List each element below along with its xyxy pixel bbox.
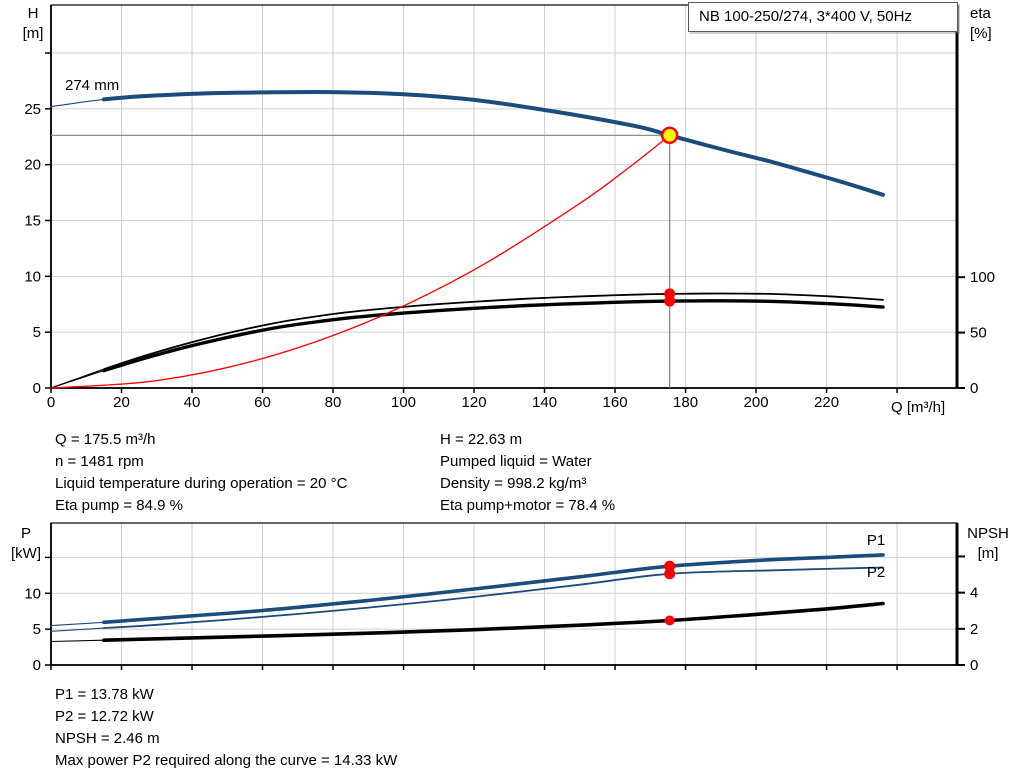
x-tick-label: 0 bbox=[47, 394, 55, 411]
operating-dot-marker bbox=[664, 295, 676, 307]
series-NPSH bbox=[102, 601, 885, 642]
npsh-axis-label-line1: NPSH bbox=[967, 525, 1009, 542]
series-P2 bbox=[103, 566, 884, 629]
x-tick-label: 100 bbox=[391, 394, 416, 411]
pump-title-box: NB 100-250/274, 3*400 V, 50Hz bbox=[688, 2, 958, 32]
eta-axis-label-line1: eta bbox=[970, 5, 991, 22]
series-P2-thin bbox=[50, 566, 884, 632]
left-tick-label: 10 bbox=[24, 268, 41, 285]
left-tick-label: 15 bbox=[24, 213, 41, 230]
operating-point-info-left: Q = 175.5 m³/h n = 1481 rpm Liquid tempe… bbox=[55, 429, 347, 517]
eta-axis-label: eta [%] bbox=[970, 4, 992, 44]
pump-title: NB 100-250/274, 3*400 V, 50Hz bbox=[699, 8, 912, 25]
info-line-density: Density = 998.2 kg/m³ bbox=[440, 475, 587, 492]
p-axis-label-line2: [kW] bbox=[11, 545, 41, 562]
series-eta-pump bbox=[103, 292, 884, 371]
operating-dot-marker bbox=[664, 568, 676, 580]
power-info-block: P1 = 13.78 kW P2 = 12.72 kW NPSH = 2.46 … bbox=[55, 684, 397, 772]
info-line-eta-pump-motor: Eta pump+motor = 78.4 % bbox=[440, 497, 616, 514]
duty-point-marker bbox=[660, 126, 679, 145]
x-tick-label: 200 bbox=[744, 394, 769, 411]
info-line-p2: P2 = 12.72 kW bbox=[55, 708, 154, 725]
right-tick-label: 0 bbox=[970, 380, 978, 397]
series-head-274mm bbox=[101, 89, 885, 197]
left-tick-label: 5 bbox=[33, 621, 41, 638]
x-tick-label: 160 bbox=[603, 394, 628, 411]
info-line-pumped-liquid: Pumped liquid = Water bbox=[440, 453, 592, 470]
p-axis-label: P [kW] bbox=[4, 524, 48, 564]
operating-dot-marker bbox=[664, 615, 675, 626]
x-tick-label: 80 bbox=[325, 394, 342, 411]
curve-label-P1: P1 bbox=[867, 532, 885, 549]
x-tick-label: 140 bbox=[532, 394, 557, 411]
info-line-h: H = 22.63 m bbox=[440, 431, 523, 448]
left-tick-label: 25 bbox=[24, 101, 41, 118]
left-tick-label: 20 bbox=[24, 157, 41, 174]
info-line-n: n = 1481 rpm bbox=[55, 453, 144, 470]
plot-border bbox=[50, 4, 958, 389]
h-axis-label-line1: H bbox=[27, 5, 39, 22]
curve-label-274-mm: 274 mm bbox=[65, 77, 119, 94]
info-line-liquid-temp: Liquid temperature during operation = 20… bbox=[55, 475, 348, 492]
info-line-npsh: NPSH = 2.46 m bbox=[55, 730, 160, 747]
npsh-axis-label: NPSH [m] bbox=[956, 524, 1020, 564]
right-tick-label: 50 bbox=[970, 325, 987, 342]
operating-point-info-right: H = 22.63 m Pumped liquid = Water Densit… bbox=[440, 429, 615, 517]
x-tick-label: 20 bbox=[113, 394, 130, 411]
right-tick-label: 100 bbox=[970, 269, 995, 286]
info-line-eta-pump: Eta pump = 84.9 % bbox=[55, 497, 183, 514]
h-axis-label-line2: [m] bbox=[22, 25, 44, 42]
right-tick-label: 0 bbox=[970, 657, 978, 674]
left-tick-label: 0 bbox=[33, 657, 41, 674]
series-eta-pump-motor bbox=[102, 299, 885, 373]
x-tick-label: 40 bbox=[184, 394, 201, 411]
p-axis-label-line1: P bbox=[20, 525, 31, 542]
eta-axis-label-line2: [%] bbox=[970, 25, 992, 42]
right-tick-label: 2 bbox=[970, 621, 978, 638]
info-line-max-power: Max power P2 required along the curve = … bbox=[55, 752, 398, 769]
x-tick-label: 60 bbox=[254, 394, 271, 411]
operating-dot-marker bbox=[664, 560, 676, 572]
x-tick-label: 120 bbox=[462, 394, 487, 411]
x-tick-label: 220 bbox=[814, 394, 839, 411]
npsh-axis-label-line2: [m] bbox=[977, 545, 999, 562]
right-tick-label: 4 bbox=[970, 585, 978, 602]
left-tick-label: 5 bbox=[33, 324, 41, 341]
left-tick-label: 10 bbox=[24, 585, 41, 602]
h-axis-label: H [m] bbox=[12, 4, 54, 44]
info-line-q: Q = 175.5 m³/h bbox=[55, 431, 156, 448]
series-head-274mm-thin bbox=[50, 91, 884, 196]
left-tick-label: 0 bbox=[33, 380, 41, 397]
q-axis-label: Q [m³/h] bbox=[891, 399, 946, 416]
info-line-p1: P1 = 13.78 kW bbox=[55, 686, 154, 703]
curve-label-P2: P2 bbox=[867, 564, 885, 581]
series-system-curve-thin bbox=[50, 134, 671, 389]
series-NPSH-thin bbox=[50, 602, 884, 643]
series-eta-pump-motor-thin bbox=[50, 300, 884, 389]
series-P1 bbox=[102, 553, 885, 625]
series-system-curve bbox=[50, 134, 671, 389]
x-tick-label: 180 bbox=[673, 394, 698, 411]
